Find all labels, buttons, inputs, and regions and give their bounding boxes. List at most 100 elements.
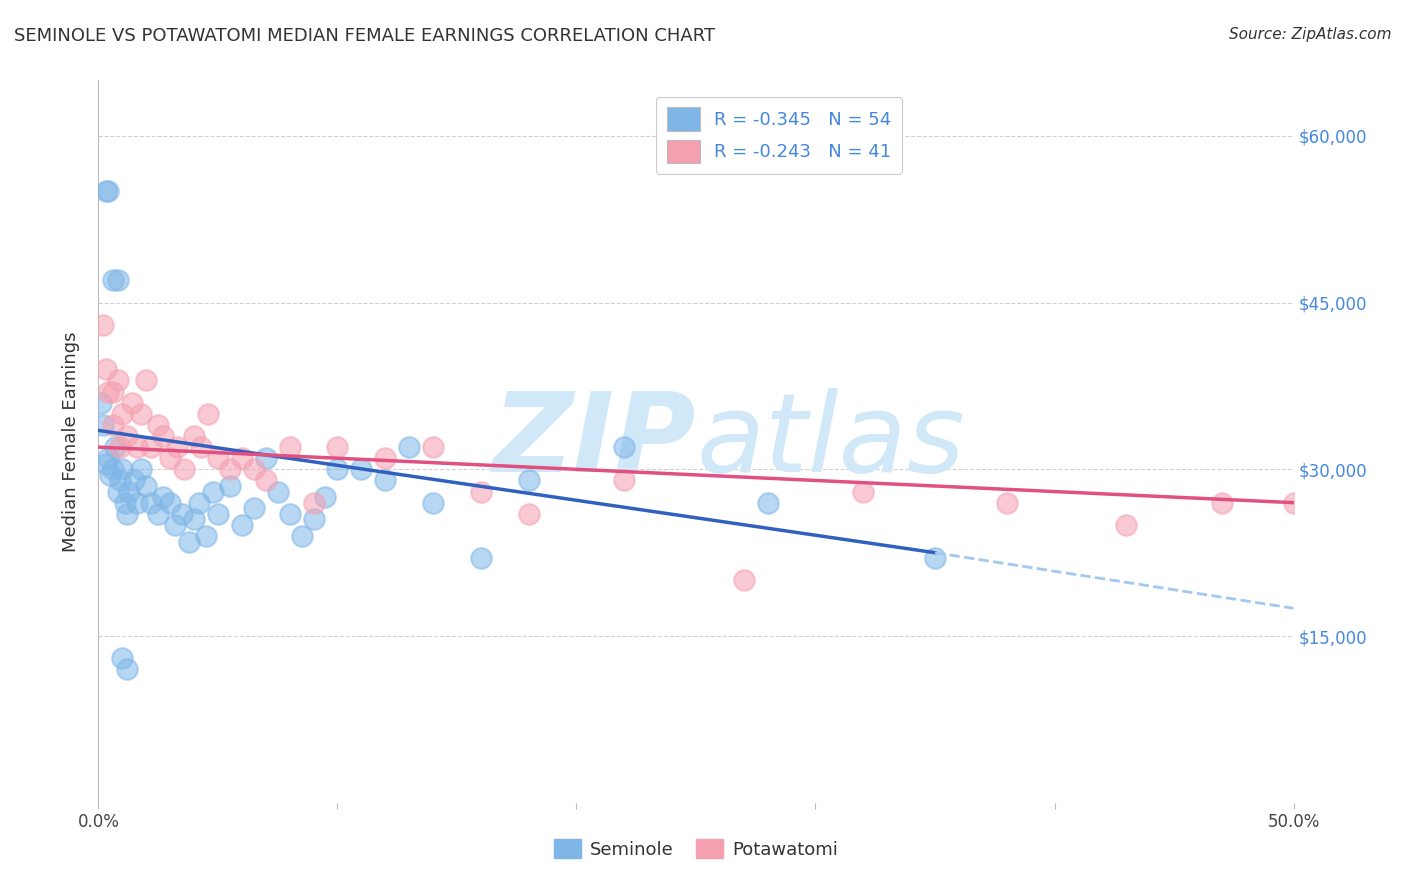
Point	[326, 440, 349, 454]
Point	[91, 318, 114, 332]
Point	[118, 484, 141, 499]
Point	[139, 440, 162, 454]
Point	[278, 440, 301, 454]
Point	[131, 407, 153, 421]
Text: ZIP: ZIP	[492, 388, 696, 495]
Point	[115, 507, 138, 521]
Point	[97, 384, 120, 399]
Point	[470, 484, 492, 499]
Point	[202, 484, 225, 499]
Point	[231, 451, 253, 466]
Point	[90, 395, 112, 409]
Point	[107, 373, 129, 387]
Text: atlas: atlas	[696, 388, 965, 495]
Point	[124, 474, 146, 488]
Point	[207, 451, 229, 466]
Y-axis label: Median Female Earnings: Median Female Earnings	[62, 331, 80, 552]
Point	[207, 507, 229, 521]
Point	[101, 417, 124, 432]
Point	[254, 451, 277, 466]
Point	[422, 440, 444, 454]
Point	[1282, 496, 1305, 510]
Point	[374, 451, 396, 466]
Point	[315, 490, 337, 504]
Text: SEMINOLE VS POTAWATOMI MEDIAN FEMALE EARNINGS CORRELATION CHART: SEMINOLE VS POTAWATOMI MEDIAN FEMALE EAR…	[14, 27, 716, 45]
Point	[995, 496, 1018, 510]
Point	[173, 462, 195, 476]
Point	[517, 474, 540, 488]
Point	[243, 462, 266, 476]
Point	[115, 429, 138, 443]
Point	[114, 496, 136, 510]
Point	[197, 407, 219, 421]
Point	[91, 417, 114, 432]
Point	[302, 496, 325, 510]
Point	[187, 496, 209, 510]
Point	[1211, 496, 1233, 510]
Point	[163, 517, 186, 532]
Point	[111, 651, 134, 665]
Point	[111, 462, 134, 476]
Point	[733, 574, 755, 588]
Point	[108, 440, 131, 454]
Point	[148, 507, 170, 521]
Point	[278, 507, 301, 521]
Point	[159, 496, 181, 510]
Point	[756, 496, 779, 510]
Point	[125, 496, 148, 510]
Point	[172, 507, 194, 521]
Point	[195, 529, 218, 543]
Point	[101, 384, 124, 399]
Point	[398, 440, 420, 454]
Point	[243, 501, 266, 516]
Legend: Seminole, Potawatomi: Seminole, Potawatomi	[547, 832, 845, 866]
Point	[254, 474, 277, 488]
Point	[131, 462, 153, 476]
Point	[219, 479, 242, 493]
Point	[152, 429, 174, 443]
Point	[183, 512, 205, 526]
Point	[190, 440, 212, 454]
Point	[115, 662, 138, 676]
Point	[101, 273, 124, 287]
Point	[107, 273, 129, 287]
Point	[1115, 517, 1137, 532]
Point	[422, 496, 444, 510]
Point	[139, 496, 162, 510]
Point	[121, 395, 143, 409]
Point	[302, 512, 325, 526]
Point	[924, 551, 946, 566]
Point	[613, 440, 636, 454]
Point	[231, 517, 253, 532]
Point	[104, 440, 127, 454]
Point	[219, 462, 242, 476]
Point	[98, 467, 122, 482]
Point	[94, 185, 117, 199]
Point	[108, 474, 131, 488]
Point	[97, 451, 120, 466]
Text: Source: ZipAtlas.com: Source: ZipAtlas.com	[1229, 27, 1392, 42]
Point	[152, 490, 174, 504]
Point	[94, 362, 117, 376]
Point	[159, 451, 181, 466]
Point	[111, 407, 134, 421]
Point	[852, 484, 875, 499]
Point	[374, 474, 396, 488]
Point	[470, 551, 492, 566]
Point	[166, 440, 188, 454]
Point	[517, 507, 540, 521]
Point	[101, 462, 124, 476]
Point	[350, 462, 373, 476]
Point	[148, 417, 170, 432]
Point	[125, 440, 148, 454]
Point	[135, 479, 157, 493]
Point	[135, 373, 157, 387]
Point	[183, 429, 205, 443]
Point	[179, 534, 201, 549]
Point	[97, 185, 120, 199]
Point	[94, 457, 117, 471]
Point	[326, 462, 349, 476]
Point	[613, 474, 636, 488]
Point	[291, 529, 314, 543]
Point	[107, 484, 129, 499]
